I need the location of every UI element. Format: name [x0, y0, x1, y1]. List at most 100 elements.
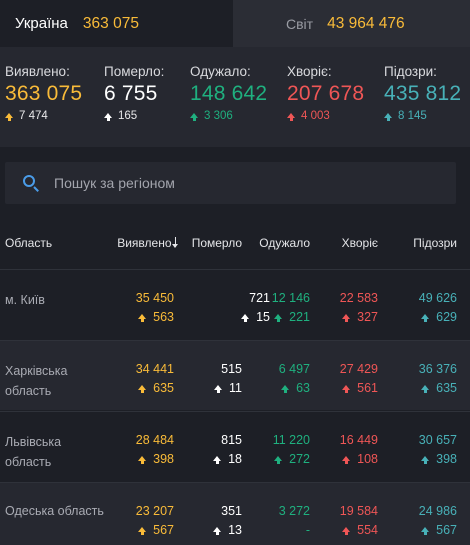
column-header-detected-label: Виявлено [117, 236, 172, 250]
cell-delta: 13 [213, 523, 242, 537]
cell-delta-value: 561 [357, 381, 378, 395]
cell-delta: 221 [272, 310, 310, 324]
cell-delta: 15 [241, 310, 270, 324]
cell-delta-value: 635 [153, 381, 174, 395]
cell-value: 11 220 [272, 433, 310, 447]
cell-value: 35 450 [135, 291, 174, 305]
table-row[interactable]: м. Київ 35 450 563 721 15 12 146 221 22 583… [0, 269, 470, 339]
stat-label: Підозри: [384, 64, 437, 79]
cell-value: 12 146 [271, 291, 310, 305]
cell-value: 16 449 [339, 433, 378, 447]
arrow-up-icon [213, 526, 222, 535]
cell-died: 815 18 [213, 433, 242, 466]
cell-value: 34 441 [135, 362, 174, 376]
arrow-up-icon [213, 455, 222, 464]
stat-delta: 165 [104, 110, 164, 122]
cell-delta-value: 11 [229, 381, 242, 395]
arrow-up-icon [384, 112, 392, 121]
stat-delta-value: 165 [118, 110, 138, 122]
arrow-up-icon [342, 455, 351, 464]
search-icon[interactable] [22, 174, 40, 192]
cell-delta: 272 [273, 452, 310, 466]
search-input[interactable] [54, 175, 414, 191]
stat-value: 148 642 [190, 82, 268, 105]
stat-label: Одужало: [190, 64, 251, 79]
cell-delta: 327 [340, 310, 378, 324]
arrow-up-icon [190, 112, 198, 121]
stat-value: 6 755 [104, 82, 158, 105]
cell-delta-value: 63 [296, 381, 310, 395]
arrow-up-icon [274, 455, 283, 464]
cell-died: 721 15 [241, 291, 270, 324]
stat-label: Померло: [104, 64, 165, 79]
cell-value: 351 [221, 504, 242, 518]
cell-suspected: 36 376 635 [419, 362, 457, 395]
sort-down-icon [172, 237, 177, 248]
cell-delta: 567 [136, 523, 174, 537]
cell-value: 24 986 [418, 504, 457, 518]
column-header-suspected[interactable]: Підозри [413, 236, 457, 250]
column-header-detected[interactable]: Виявлено [117, 236, 177, 250]
cell-sick: 22 583 327 [340, 291, 378, 324]
stat-value: 363 075 [5, 82, 83, 105]
tab-world[interactable]: Світ 43 964 476 [233, 0, 470, 47]
cell-delta-value: 567 [153, 523, 174, 537]
table-row[interactable]: Харківська область 34 441 635 515 11 6 497… [0, 340, 470, 410]
cell-delta: 108 [340, 452, 378, 466]
stat-recovered: Одужало: 148 642 3 306 [190, 64, 267, 122]
column-header-died[interactable]: Померло [191, 236, 242, 250]
column-header-recovered[interactable]: Одужало [259, 236, 310, 250]
cell-sick: 27 429 561 [340, 362, 378, 395]
stat-sick: Хворіє: 207 678 4 003 [287, 64, 364, 122]
cell-suspected: 49 626 629 [419, 291, 457, 324]
cell-delta: 11 [214, 381, 242, 395]
tab-ukraine-label: Україна [15, 15, 68, 32]
arrow-up-icon [214, 384, 223, 393]
region-search[interactable] [5, 162, 456, 204]
arrow-up-icon [138, 313, 147, 322]
cell-delta-value: 15 [256, 310, 270, 324]
cell-delta-value: 635 [436, 381, 457, 395]
stat-suspected: Підозри: 435 812 8 145 [384, 64, 461, 122]
cell-suspected: 30 657 398 [419, 433, 457, 466]
tab-ukraine[interactable]: Україна 363 075 [0, 0, 233, 47]
tab-world-value: 43 964 476 [327, 14, 405, 32]
cell-value: 30 657 [418, 433, 457, 447]
cell-delta-value: 13 [228, 523, 242, 537]
region-name: Харківська область [5, 364, 68, 398]
arrow-up-icon [104, 112, 112, 121]
arrow-up-icon [342, 384, 351, 393]
cell-suspected: 24 986 567 [419, 504, 457, 537]
cell-died: 351 13 [213, 504, 242, 537]
cell-recovered: 3 272 - [279, 504, 310, 537]
column-header-region[interactable]: Область [5, 236, 53, 250]
cell-detected: 34 441 635 [136, 362, 174, 395]
cell-value: 27 429 [339, 362, 378, 376]
arrow-up-icon [287, 112, 295, 121]
cell-delta-value: 629 [436, 310, 457, 324]
stat-delta: 8 145 [384, 110, 461, 122]
arrow-up-icon [421, 313, 430, 322]
table-header: Область Виявлено Померло Одужало Хворіє … [0, 224, 470, 262]
cell-value: 815 [221, 433, 242, 447]
cell-recovered: 12 146 221 [272, 291, 310, 324]
cell-value: 3 272 [278, 504, 310, 518]
cell-died: 515 11 [214, 362, 242, 395]
cell-delta-value: 398 [436, 452, 457, 466]
cell-delta-value: 221 [289, 310, 310, 324]
cell-value: 515 [221, 362, 242, 376]
arrow-up-icon [342, 526, 351, 535]
cell-value: 721 [249, 291, 270, 305]
table-row[interactable]: Одеська область 23 207 567 351 13 3 272- 1… [0, 482, 470, 545]
stat-delta-value: 3 306 [204, 110, 233, 122]
cell-value: 22 583 [339, 291, 378, 305]
stat-value: 435 812 [384, 82, 462, 105]
column-header-sick[interactable]: Хворіє [341, 236, 378, 250]
cell-value: 28 484 [135, 433, 174, 447]
table-row[interactable]: Львівська область 28 484 398 815 18 11 220… [0, 411, 470, 481]
arrow-up-icon [138, 455, 147, 464]
stat-delta: 4 003 [287, 110, 364, 122]
cell-delta: 629 [419, 310, 457, 324]
cell-delta-value: 327 [357, 310, 378, 324]
arrow-up-icon [421, 526, 430, 535]
